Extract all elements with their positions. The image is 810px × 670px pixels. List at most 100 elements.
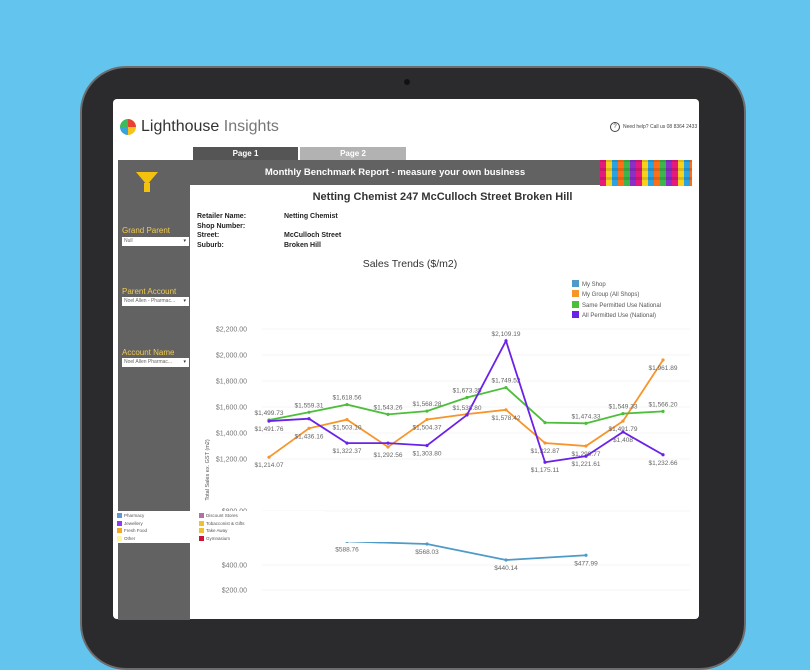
logo: Lighthouse Insights (120, 118, 279, 136)
data-point (584, 444, 588, 448)
data-label: $1,299.77 (572, 451, 601, 458)
logo-sub: Insights (223, 118, 279, 135)
data-point (425, 542, 429, 546)
category-swatch (117, 520, 122, 526)
filter-funnel-icon-stem (144, 183, 150, 192)
data-label: $1,322.87 (531, 448, 560, 455)
legend-item[interactable]: Same Permitted Use National (572, 300, 662, 311)
shop-number-label: Shop Number: (197, 222, 246, 230)
tab-page-1[interactable]: Page 1 (193, 147, 298, 160)
legend-swatch (572, 300, 579, 308)
data-label: $588.76 (335, 546, 359, 553)
category-label: Jewellery (124, 520, 143, 526)
category-label: Discount Stores (206, 513, 238, 518)
chart-title: Sales Trends ($/m2) (362, 258, 458, 270)
data-label: $1,474.33 (572, 413, 601, 420)
data-label: $1,436.16 (295, 433, 324, 440)
suburb-value: Broken Hill (284, 241, 321, 249)
category-swatch (199, 528, 204, 533)
data-point (267, 419, 271, 423)
data-point (543, 441, 547, 445)
data-label: $1,566.20 (649, 401, 678, 408)
data-label: $477.99 (574, 560, 598, 567)
data-point (465, 413, 469, 417)
data-label: $1,303.80 (413, 451, 442, 458)
data-point (584, 454, 588, 458)
y-tick-label: $1,600.00 (216, 405, 247, 412)
category-swatch (199, 520, 204, 526)
data-point (386, 412, 390, 416)
data-point (425, 417, 429, 422)
category-legend-item: Fresh Food (117, 528, 147, 533)
y-tick-label: $200.00 (222, 588, 247, 595)
parent-account-select[interactable]: Noel Allen - Pharmac... (122, 297, 189, 306)
legend-swatch (572, 290, 579, 298)
category-legend-item: Other (117, 535, 136, 541)
data-label: $1,559.31 (295, 402, 324, 409)
data-label: $1,491.76 (255, 426, 284, 433)
data-label: $1,214.07 (255, 462, 284, 469)
category-label: Fresh Food (124, 528, 148, 533)
data-point (661, 409, 665, 413)
grand-parent-select[interactable]: Null (122, 237, 189, 246)
data-point (345, 402, 349, 407)
legend-label: Same Permitted Use National (582, 302, 662, 309)
category-swatch (199, 513, 204, 518)
data-point (504, 558, 508, 562)
data-point (386, 445, 390, 449)
legend-item[interactable]: My Group (All Shops) (572, 290, 661, 300)
data-point (543, 460, 547, 464)
data-point (661, 453, 665, 457)
store-title: Netting Chemist 247 McCulloch Street Bro… (312, 191, 573, 203)
category-label: Other (124, 535, 136, 541)
data-point (584, 553, 588, 557)
data-point (621, 430, 625, 434)
data-point (504, 339, 508, 343)
legend-item[interactable]: My Shop (572, 280, 661, 290)
data-point (504, 408, 508, 412)
store-field-values: Netting Chemist McCulloch Street Broken … (284, 212, 341, 250)
grand-parent-label: Grand Parent (122, 226, 171, 235)
data-point (307, 426, 311, 430)
data-label: $1,504.37 (413, 424, 442, 431)
account-name-select[interactable]: Noel Allen Pharmac... (122, 358, 189, 367)
parent-account-label: Parent Account (122, 287, 177, 296)
category-label: Gymnasium (206, 535, 231, 541)
legend-item[interactable]: All Permitted Use (National) (572, 310, 661, 321)
category-label: Take Away (206, 528, 228, 533)
tab-page-2[interactable]: Page 2 (300, 147, 406, 160)
data-point (661, 358, 665, 362)
category-legend-item: Gymnasium (199, 535, 231, 541)
help-text: Need help? Call us 08 8364 2433 (623, 124, 698, 130)
category-label: Tobacconist & Gifts (206, 520, 245, 526)
data-label: $1,749.52 (492, 378, 521, 385)
legend-label: My Shop (582, 282, 606, 288)
help-link[interactable]: ? Need help? Call us 08 8364 2433 (610, 122, 697, 132)
y-tick-label: $400.00 (222, 563, 247, 570)
legend-swatch (572, 310, 579, 318)
data-label: $1,408 (613, 437, 633, 444)
category-swatch (117, 535, 122, 541)
data-point (307, 410, 311, 414)
series-line-my-shop (346, 540, 587, 561)
category-swatch (117, 528, 122, 533)
filter-funnel-icon[interactable] (136, 172, 158, 185)
category-swatch (117, 513, 122, 518)
y-tick-label: $2,000.00 (216, 353, 247, 360)
help-icon: ? (610, 122, 620, 132)
category-legend-item: Tobacconist & Gifts (199, 520, 245, 526)
y-tick-label: $1,400.00 (216, 431, 247, 438)
report-title: Monthly Benchmark Report - measure your … (190, 160, 600, 185)
store-field-labels: Retailer Name: Shop Number: Street: Subu… (197, 212, 246, 250)
series-line-all-permitted-use-national- (268, 338, 664, 464)
category-swatch (199, 535, 204, 541)
data-label: $1,543.26 (374, 404, 403, 411)
data-point (543, 421, 547, 425)
category-legend-item: Take Away (199, 528, 227, 533)
legend-label: My Group (All Shops) (582, 292, 640, 299)
data-point (504, 385, 508, 390)
y-tick-label: $1,800.00 (216, 379, 247, 386)
y-tick-label: $2,200.00 (216, 327, 247, 334)
category-label: Pharmacy (124, 513, 145, 518)
sales-trends-chart: $2,200.00 $2,000.00 $1,800.00 $1,600.00 $1,4… (205, 327, 692, 595)
